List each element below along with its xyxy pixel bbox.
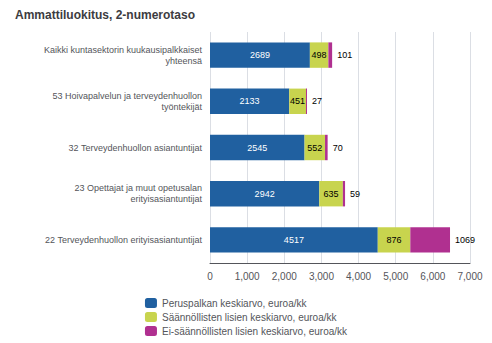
svg-text:2689: 2689 — [250, 50, 270, 60]
svg-text:2,000: 2,000 — [272, 271, 297, 282]
svg-text:7,000: 7,000 — [457, 271, 482, 282]
svg-text:23 Opettajat ja muut opetusala: 23 Opettajat ja muut opetusalan — [74, 183, 202, 193]
svg-text:Kaikki kuntasektorin kuukausip: Kaikki kuntasektorin kuukausipalkkaiset — [44, 45, 203, 55]
svg-text:erityisasiantuntijat: erityisasiantuntijat — [130, 194, 202, 204]
svg-text:5,000: 5,000 — [383, 271, 408, 282]
svg-text:0: 0 — [207, 271, 213, 282]
svg-text:451: 451 — [290, 96, 305, 106]
svg-text:4,000: 4,000 — [346, 271, 371, 282]
svg-text:53 Hoivapalvelun ja terveydenh: 53 Hoivapalvelun ja terveydenhuollon — [52, 91, 202, 101]
svg-text:6,000: 6,000 — [420, 271, 445, 282]
svg-text:yhteensä: yhteensä — [165, 56, 202, 66]
svg-text:552: 552 — [307, 143, 322, 153]
svg-text:1069: 1069 — [455, 235, 475, 245]
svg-text:2545: 2545 — [247, 143, 267, 153]
svg-text:70: 70 — [333, 143, 343, 153]
svg-text:2133: 2133 — [240, 96, 260, 106]
svg-text:työntekijät: työntekijät — [161, 102, 202, 112]
svg-text:32 Terveydenhuollon asiantunti: 32 Terveydenhuollon asiantuntijat — [69, 143, 203, 153]
svg-text:22 Terveydenhuollon erityisasi: 22 Terveydenhuollon erityisasiantuntijat — [45, 235, 202, 245]
svg-text:498: 498 — [312, 50, 327, 60]
svg-text:Ammattiluokitus, 2-numerotaso: Ammattiluokitus, 2-numerotaso — [15, 8, 195, 22]
svg-text:Peruspalkan keskiarvo, euroa/k: Peruspalkan keskiarvo, euroa/kk — [162, 298, 308, 309]
svg-text:Ei-säännöllisten lisien keskia: Ei-säännöllisten lisien keskiarvo, euroa… — [162, 326, 348, 337]
svg-text:101: 101 — [337, 50, 352, 60]
svg-text:Säännöllisten lisien keskiarvo: Säännöllisten lisien keskiarvo, euroa/kk — [162, 312, 338, 323]
svg-text:27: 27 — [312, 96, 322, 106]
svg-text:4517: 4517 — [284, 235, 304, 245]
svg-text:635: 635 — [324, 189, 339, 199]
svg-text:2942: 2942 — [255, 189, 275, 199]
svg-text:876: 876 — [387, 235, 402, 245]
svg-text:1,000: 1,000 — [235, 271, 260, 282]
svg-text:3,000: 3,000 — [309, 271, 334, 282]
svg-text:59: 59 — [350, 189, 360, 199]
